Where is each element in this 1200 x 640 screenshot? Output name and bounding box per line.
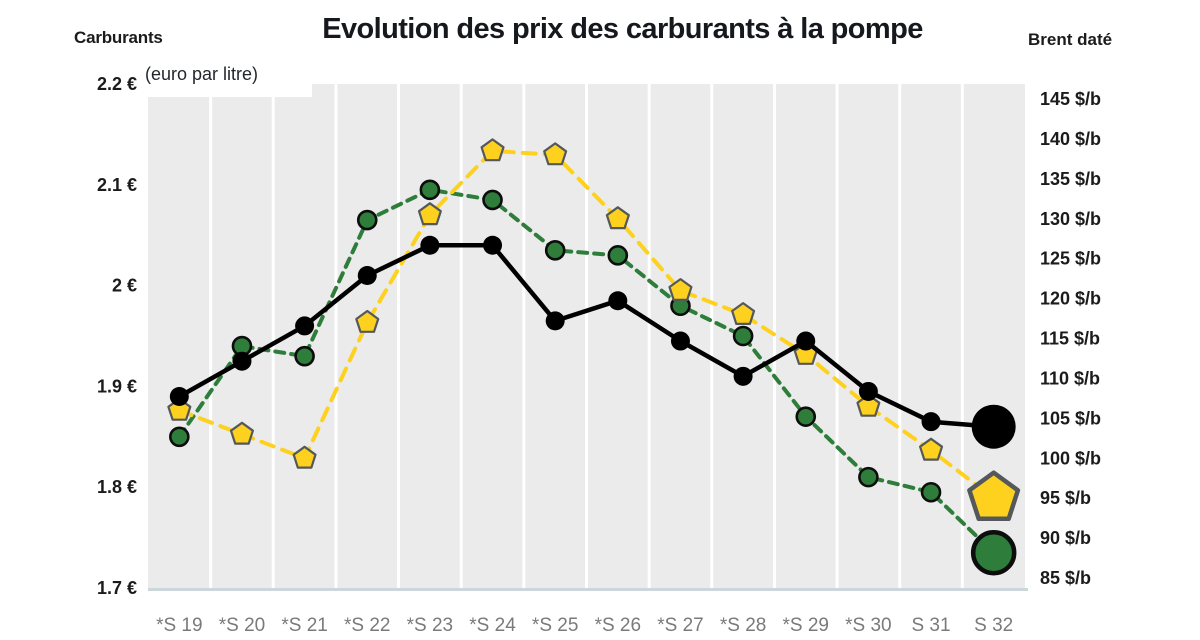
- marker-green: [607, 245, 629, 266]
- column-separator: [647, 84, 651, 588]
- left-axis-tick: 2 €: [112, 276, 137, 296]
- marker-green: [920, 481, 942, 503]
- x-axis-tick: S 31: [911, 615, 950, 636]
- column-separator: [271, 84, 275, 588]
- marker-brent: [543, 142, 568, 166]
- x-axis-tick: *S 26: [595, 615, 641, 636]
- right-axis-tick: 100 $/b: [1040, 448, 1101, 468]
- x-axis-tick: *S 20: [219, 615, 265, 636]
- marker-black: [733, 366, 753, 386]
- end-marker-green: [970, 529, 1017, 576]
- marker-black: [357, 266, 377, 286]
- right-axis-title: Brent daté: [1028, 30, 1113, 49]
- column-separator: [459, 84, 463, 588]
- x-axis-tick: *S 30: [845, 615, 891, 636]
- marker-black: [858, 381, 878, 401]
- marker-brent: [668, 278, 693, 301]
- right-axis-tick: 140 $/b: [1040, 129, 1101, 149]
- column-separator: [835, 84, 839, 588]
- right-axis-tick: 105 $/b: [1040, 408, 1101, 428]
- marker-green: [858, 466, 879, 488]
- marker-black: [169, 386, 189, 406]
- right-axis-tick: 115 $/b: [1040, 329, 1100, 349]
- marker-black: [232, 351, 252, 371]
- marker-brent: [919, 437, 944, 461]
- column-separator: [960, 84, 964, 588]
- marker-green: [544, 240, 566, 261]
- marker-green: [482, 189, 503, 211]
- x-axis-baseline: [148, 588, 1028, 591]
- right-axis-tick: 145 $/b: [1040, 89, 1101, 109]
- marker-black: [608, 291, 628, 311]
- marker-brent: [229, 421, 254, 445]
- marker-black: [796, 331, 816, 351]
- right-axis-tick: 90 $/b: [1040, 528, 1091, 548]
- left-axis-tick: 1.7 €: [97, 578, 137, 598]
- right-axis-tick: 125 $/b: [1040, 249, 1101, 269]
- right-axis-tick: 85 $/b: [1040, 568, 1091, 588]
- column-separator: [522, 84, 526, 588]
- column-separator: [334, 84, 338, 588]
- x-axis-tick: *S 25: [532, 615, 578, 636]
- marker-green: [294, 345, 315, 367]
- left-axis-unit-label: (euro par litre): [143, 64, 269, 88]
- marker-green: [419, 179, 441, 201]
- left-axis-tick: 2.2 €: [97, 74, 137, 94]
- right-axis-tick: 135 $/b: [1040, 169, 1101, 189]
- end-marker-black: [971, 404, 1016, 449]
- right-axis-tick: 130 $/b: [1040, 209, 1101, 229]
- marker-black: [921, 412, 941, 432]
- x-axis-tick: *S 19: [156, 615, 202, 636]
- marker-brent: [417, 202, 442, 226]
- right-axis-tick: 120 $/b: [1040, 289, 1101, 309]
- marker-brent: [856, 393, 881, 417]
- x-axis-tick: *S 21: [281, 615, 327, 636]
- series-line-black: [177, 243, 996, 429]
- right-axis-tick: 95 $/b: [1040, 488, 1091, 508]
- left-axis-tick: 2.1 €: [97, 175, 137, 195]
- left-axis-title: Carburants: [74, 28, 163, 47]
- x-axis-tick: *S 28: [720, 615, 766, 636]
- x-axis-tick: *S 22: [344, 615, 390, 636]
- column-separator: [209, 84, 213, 588]
- left-axis-tick: 1.9 €: [97, 376, 137, 396]
- end-marker-brent: [967, 470, 1021, 522]
- marker-brent: [605, 206, 630, 230]
- x-axis-tick: *S 27: [657, 615, 703, 636]
- chart-title: Evolution des prix des carburants à la p…: [322, 13, 923, 45]
- marker-brent: [292, 445, 317, 469]
- series-line-green: [177, 187, 996, 555]
- left-axis-tick: 1.8 €: [97, 477, 137, 497]
- marker-black: [545, 311, 565, 331]
- series-line-brent: [177, 148, 996, 501]
- marker-black: [483, 235, 503, 255]
- marker-black: [420, 235, 440, 255]
- marker-green: [795, 406, 817, 427]
- column-separator: [898, 84, 902, 588]
- marker-brent: [355, 309, 380, 333]
- marker-green: [169, 426, 190, 448]
- x-axis-tick: *S 24: [469, 615, 516, 636]
- marker-black: [295, 316, 315, 336]
- marker-brent: [480, 138, 505, 162]
- marker-green: [732, 325, 754, 347]
- column-separator: [397, 84, 401, 588]
- x-axis-tick: *S 23: [407, 615, 453, 636]
- marker-brent: [731, 302, 756, 325]
- right-axis-tick: 110 $/b: [1040, 368, 1100, 388]
- x-axis-tick: *S 29: [783, 615, 829, 636]
- marker-black: [670, 331, 690, 351]
- x-axis-tick: S 32: [974, 615, 1013, 636]
- marker-green: [356, 209, 378, 231]
- column-separator: [710, 84, 714, 588]
- column-separator: [585, 84, 588, 588]
